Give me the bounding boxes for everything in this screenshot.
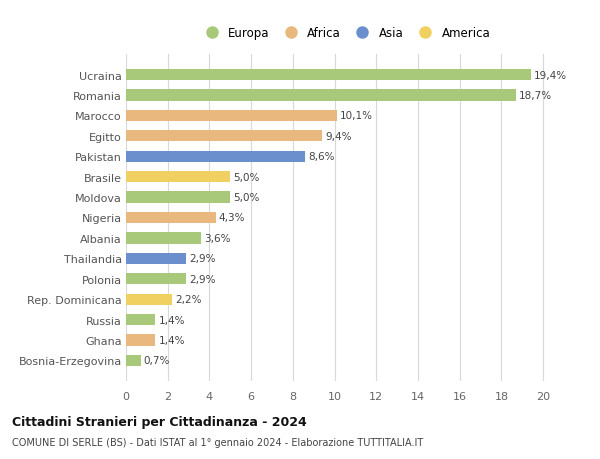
Text: 8,6%: 8,6% bbox=[308, 152, 335, 162]
Bar bbox=[126, 335, 155, 346]
Text: 18,7%: 18,7% bbox=[519, 91, 552, 101]
Text: 9,4%: 9,4% bbox=[325, 132, 352, 141]
Text: 2,9%: 2,9% bbox=[190, 254, 216, 264]
Bar bbox=[126, 314, 155, 325]
Bar bbox=[126, 355, 140, 366]
Text: 10,1%: 10,1% bbox=[340, 111, 373, 121]
Bar bbox=[126, 294, 172, 305]
Bar bbox=[126, 172, 230, 183]
Bar bbox=[126, 90, 516, 101]
Bar bbox=[126, 253, 187, 264]
Text: 2,2%: 2,2% bbox=[175, 295, 202, 304]
Text: 1,4%: 1,4% bbox=[158, 335, 185, 345]
Bar bbox=[126, 274, 187, 285]
Text: COMUNE DI SERLE (BS) - Dati ISTAT al 1° gennaio 2024 - Elaborazione TUTTITALIA.I: COMUNE DI SERLE (BS) - Dati ISTAT al 1° … bbox=[12, 437, 423, 447]
Bar bbox=[126, 131, 322, 142]
Bar bbox=[126, 111, 337, 122]
Bar bbox=[126, 151, 305, 162]
Bar bbox=[126, 70, 530, 81]
Text: 1,4%: 1,4% bbox=[158, 315, 185, 325]
Text: Cittadini Stranieri per Cittadinanza - 2024: Cittadini Stranieri per Cittadinanza - 2… bbox=[12, 415, 307, 428]
Text: 5,0%: 5,0% bbox=[233, 172, 260, 182]
Legend: Europa, Africa, Asia, America: Europa, Africa, Asia, America bbox=[195, 22, 495, 44]
Text: 4,3%: 4,3% bbox=[219, 213, 245, 223]
Text: 19,4%: 19,4% bbox=[534, 71, 567, 80]
Text: 2,9%: 2,9% bbox=[190, 274, 216, 284]
Bar bbox=[126, 233, 201, 244]
Text: 3,6%: 3,6% bbox=[204, 233, 231, 243]
Bar bbox=[126, 192, 230, 203]
Text: 5,0%: 5,0% bbox=[233, 193, 260, 203]
Bar bbox=[126, 213, 215, 224]
Text: 0,7%: 0,7% bbox=[144, 356, 170, 365]
